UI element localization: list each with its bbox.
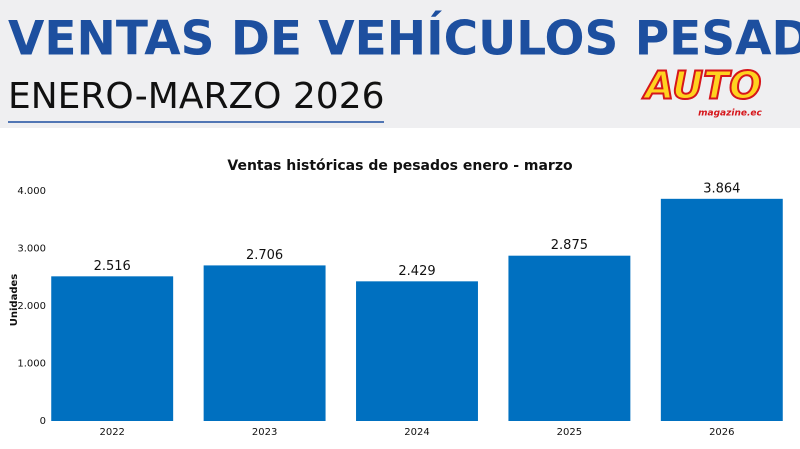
- x-tick-label: 2026: [709, 427, 734, 438]
- chart-title: Ventas históricas de pesados enero - mar…: [227, 158, 573, 174]
- y-tick-label: 4.000: [17, 186, 46, 197]
- bar: [356, 281, 478, 421]
- bar: [51, 276, 174, 421]
- y-tick-label: 2.000: [17, 301, 46, 312]
- y-tick-label: 1.000: [17, 359, 46, 370]
- x-tick-label: 2024: [404, 427, 429, 438]
- x-tick-label: 2025: [557, 427, 582, 438]
- header-title: VENTAS DE VEHÍCULOS PESADOS: [8, 12, 800, 67]
- value-label: 2.706: [246, 248, 283, 263]
- x-tick-label: 2023: [252, 427, 277, 438]
- bar: [203, 265, 326, 421]
- y-tick-label: 0: [40, 416, 46, 427]
- header-background: [0, 0, 800, 128]
- logo: AUTO: [642, 64, 762, 108]
- y-tick-label: 3.000: [17, 244, 46, 255]
- value-label: 3.864: [703, 181, 740, 196]
- value-label: 2.875: [551, 238, 588, 253]
- bar: [660, 198, 783, 421]
- bar: [508, 255, 631, 421]
- value-label: 2.516: [94, 259, 131, 274]
- value-label: 2.429: [398, 264, 435, 279]
- y-axis-label: Unidades: [9, 274, 20, 327]
- logo-subtitle: magazine.ec: [698, 109, 762, 119]
- header-subtitle: ENERO-MARZO 2026: [8, 76, 385, 117]
- x-tick-label: 2022: [99, 427, 124, 438]
